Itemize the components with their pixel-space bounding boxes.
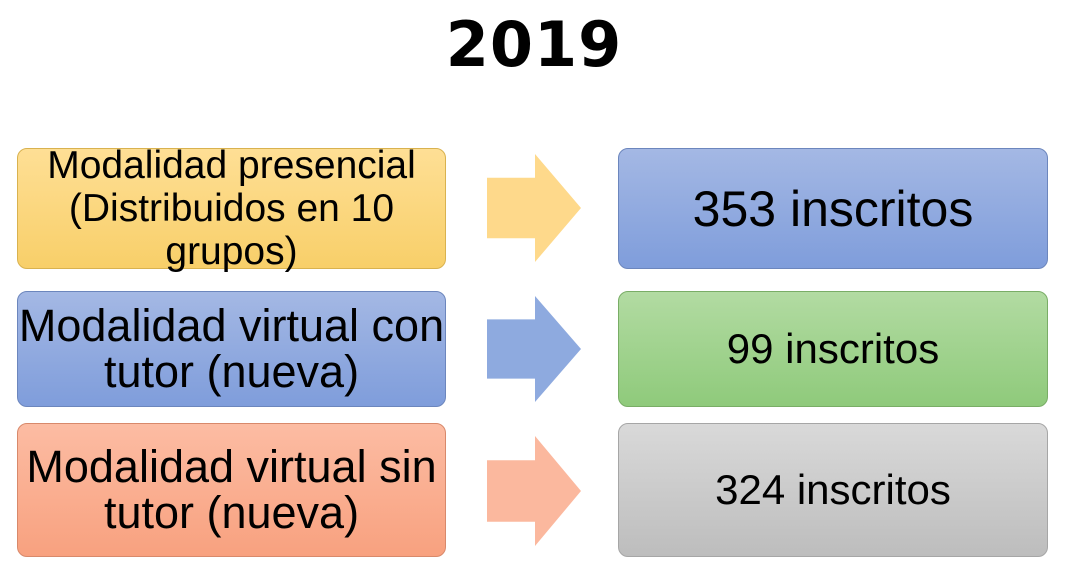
count-label: 353 inscritos [692, 180, 974, 237]
modality-label: Modalidad virtual con tutor (nueva) [18, 300, 445, 397]
arrow-right-icon [487, 154, 581, 262]
modality-box-virtual-con-tutor: Modalidad virtual con tutor (nueva) [17, 291, 446, 407]
count-label: 99 inscritos [726, 325, 940, 372]
modality-box-virtual-sin-tutor: Modalidad virtual sin tutor (nueva) [17, 423, 446, 557]
modality-label: Modalidad presencial (Distribuidos en 10… [47, 144, 416, 273]
count-box-virtual-con-tutor: 99 inscritos [618, 291, 1048, 407]
count-box-presencial: 353 inscritos [618, 148, 1048, 269]
modality-box-presencial: Modalidad presencial (Distribuidos en 10… [17, 144, 446, 273]
arrow-right-icon [487, 436, 581, 546]
diagram-title: 2019 [445, 8, 623, 81]
arrow-right-icon [487, 296, 581, 402]
modality-label: Modalidad virtual sin tutor (nueva) [26, 441, 437, 538]
count-label: 324 inscritos [715, 466, 951, 513]
count-box-virtual-sin-tutor: 324 inscritos [618, 423, 1048, 557]
